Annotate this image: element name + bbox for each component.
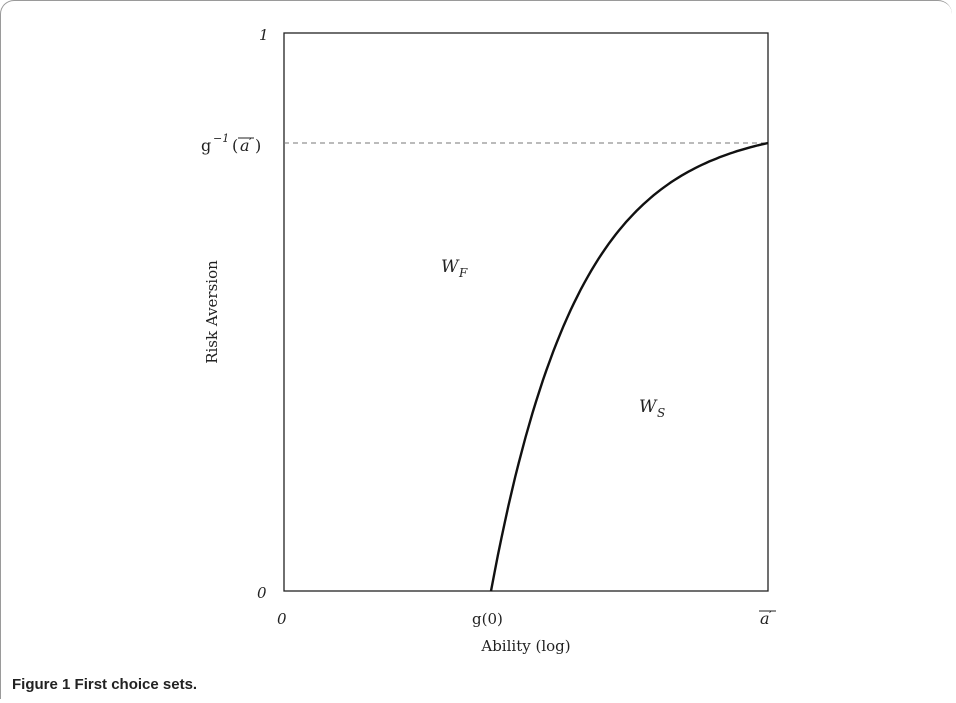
x-tick-max-base: a xyxy=(760,609,770,628)
region-label-wf: W F xyxy=(441,257,468,280)
x-axis-title: Ability (log) xyxy=(480,637,570,655)
y-tick-ginv-close: ) xyxy=(255,136,261,155)
figure-caption: Figure 1 First choice sets. xyxy=(12,676,197,693)
y-axis-title: Risk Aversion xyxy=(203,260,221,364)
region-wf-base: W xyxy=(441,257,460,277)
region-ws-base: W xyxy=(639,397,658,417)
caption-label: Figure 1 xyxy=(12,676,71,693)
y-tick-ginv-base: g xyxy=(201,136,211,155)
region-label-ws: W S xyxy=(639,397,665,420)
y-tick-ginv-open: ( xyxy=(232,136,238,155)
x-tick-max: a ′ xyxy=(759,609,776,628)
x-tick-g0: g(0) xyxy=(472,610,503,628)
y-tick-ginv-sup: −1 xyxy=(213,132,229,145)
region-wf-sub: F xyxy=(458,266,468,280)
y-tick-ginv-arg: a xyxy=(240,136,250,155)
x-tick-max-prime: ′ xyxy=(769,609,772,625)
boundary-curve xyxy=(489,141,769,592)
region-ws-sub: S xyxy=(657,406,665,420)
caption-text: First choice sets. xyxy=(74,676,198,693)
plot-area-border xyxy=(283,32,769,592)
y-tick-zero: 0 xyxy=(257,584,267,602)
x-tick-origin: 0 xyxy=(277,610,287,628)
y-tick-ginv: g −1 ( a ′ ) xyxy=(201,132,261,155)
y-tick-one: 1 xyxy=(259,26,269,44)
y-tick-ginv-prime: ′ xyxy=(249,136,252,152)
